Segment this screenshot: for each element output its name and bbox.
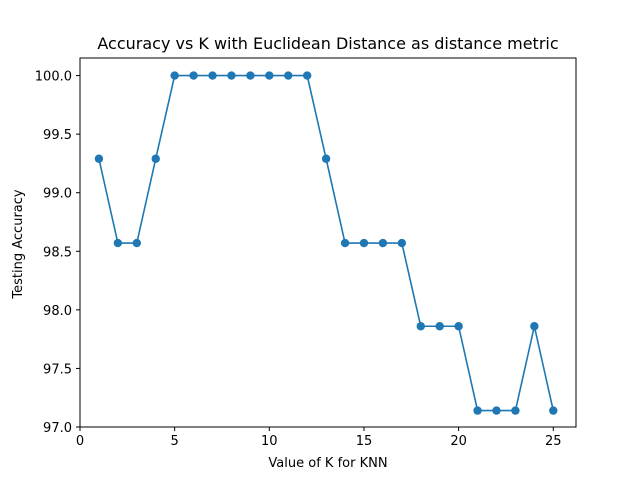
y-tick-label: 99.5: [43, 128, 72, 143]
data-point: [340, 238, 350, 248]
x-tick-label: 25: [545, 434, 562, 449]
data-point: [113, 238, 123, 248]
data-point: [511, 406, 520, 415]
data-point: [246, 71, 255, 80]
data-point: [208, 71, 217, 80]
data-point: [227, 71, 236, 80]
y-axis-title: Testing Accuracy: [11, 189, 26, 299]
x-tick-label: 10: [261, 434, 278, 449]
data-point: [397, 238, 407, 248]
data-point: [170, 71, 179, 80]
y-tick-label: 99.0: [43, 187, 72, 202]
x-tick-label: 15: [356, 434, 373, 449]
y-tick-label: 98.0: [43, 304, 72, 319]
x-tick-label: 0: [76, 434, 84, 449]
data-point: [378, 238, 388, 248]
data-point: [151, 154, 160, 163]
data-point: [132, 238, 141, 248]
x-axis-title: Value of K for KNN: [268, 456, 387, 471]
data-point: [454, 322, 463, 331]
x-tick-label: 5: [171, 434, 179, 449]
axes-frame: [79, 57, 577, 428]
data-point: [549, 406, 558, 415]
data-point: [530, 322, 539, 331]
y-tick-label: 100.0: [35, 70, 72, 85]
data-point: [359, 238, 369, 248]
chart-title: Accuracy vs K with Euclidean Distance as…: [97, 34, 558, 53]
data-point: [189, 71, 198, 80]
data-point: [284, 71, 293, 80]
data-point: [321, 154, 331, 163]
data-point: [302, 71, 312, 80]
plot-area: 0 5 10 15 20 25 97.0 97.5 98.0 98.5 99.0 99.5 100.0: [35, 57, 577, 449]
y-tick-label: 97.0: [43, 421, 72, 436]
data-point: [473, 406, 482, 415]
data-point: [492, 406, 501, 415]
data-point: [265, 71, 274, 80]
y-tick-label: 97.5: [43, 362, 72, 377]
x-tick-label: 20: [450, 434, 467, 449]
y-tick-label: 98.5: [43, 245, 72, 260]
data-point: [94, 154, 104, 163]
data-point: [416, 322, 425, 331]
data-point: [435, 322, 444, 331]
